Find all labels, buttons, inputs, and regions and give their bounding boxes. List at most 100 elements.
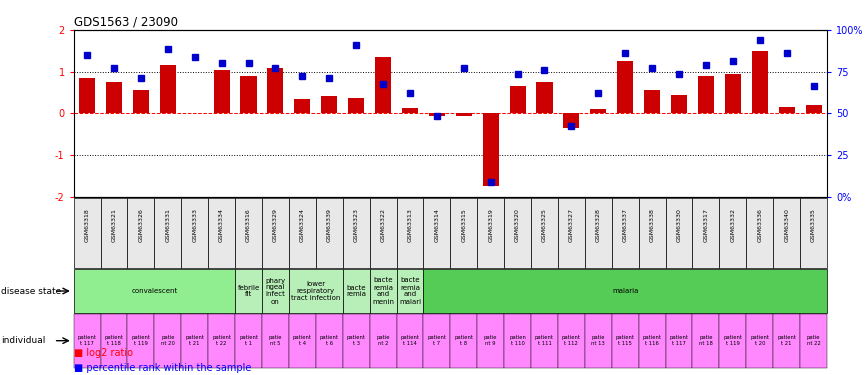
Bar bbox=[343, 314, 370, 368]
Text: GSM63333: GSM63333 bbox=[192, 208, 197, 242]
Text: bacte
remia
and
menin: bacte remia and menin bbox=[372, 278, 394, 304]
Bar bbox=[477, 314, 504, 368]
Bar bbox=[208, 314, 235, 368]
Text: convalescent: convalescent bbox=[132, 288, 178, 294]
Text: patient
t 20: patient t 20 bbox=[750, 335, 769, 346]
Text: patie
nt 13: patie nt 13 bbox=[591, 335, 605, 346]
Bar bbox=[262, 269, 289, 313]
Bar bbox=[773, 314, 800, 368]
Bar bbox=[429, 113, 445, 116]
Text: GSM63334: GSM63334 bbox=[219, 208, 224, 242]
Bar bbox=[693, 198, 720, 268]
Text: patie
nt 22: patie nt 22 bbox=[806, 335, 820, 346]
Text: patient
t 111: patient t 111 bbox=[535, 335, 554, 346]
Bar bbox=[268, 68, 283, 113]
Bar bbox=[558, 314, 585, 368]
Text: GSM63323: GSM63323 bbox=[353, 208, 359, 242]
Bar bbox=[698, 76, 714, 113]
Text: ■ log2 ratio: ■ log2 ratio bbox=[74, 348, 132, 358]
Text: patien
t 110: patien t 110 bbox=[509, 335, 526, 346]
Text: GSM63324: GSM63324 bbox=[300, 208, 305, 242]
Text: GSM63322: GSM63322 bbox=[380, 208, 385, 242]
Bar bbox=[611, 198, 638, 268]
Bar bbox=[397, 269, 423, 313]
Bar bbox=[370, 314, 397, 368]
Text: GSM63320: GSM63320 bbox=[515, 208, 520, 242]
Text: GSM63332: GSM63332 bbox=[730, 208, 735, 242]
Bar bbox=[450, 198, 477, 268]
Bar bbox=[536, 82, 553, 113]
Text: disease state: disease state bbox=[1, 286, 61, 296]
Bar bbox=[720, 314, 746, 368]
Bar bbox=[370, 198, 397, 268]
Bar bbox=[693, 314, 720, 368]
Text: GSM63337: GSM63337 bbox=[623, 208, 628, 242]
Text: patient
t 115: patient t 115 bbox=[616, 335, 635, 346]
Text: patie
nt 20: patie nt 20 bbox=[161, 335, 175, 346]
Text: individual: individual bbox=[1, 336, 45, 345]
Text: patie
nt 9: patie nt 9 bbox=[484, 335, 497, 346]
Bar bbox=[504, 198, 531, 268]
Bar bbox=[289, 198, 316, 268]
Text: patient
t 112: patient t 112 bbox=[562, 335, 581, 346]
Bar bbox=[773, 198, 800, 268]
Text: patie
nt 5: patie nt 5 bbox=[268, 335, 282, 346]
Bar bbox=[585, 314, 611, 368]
Bar bbox=[746, 198, 773, 268]
Bar bbox=[181, 198, 208, 268]
Bar bbox=[591, 109, 606, 113]
Bar bbox=[127, 314, 154, 368]
Bar bbox=[617, 61, 633, 113]
Text: patient
t 1: patient t 1 bbox=[239, 335, 258, 346]
Bar bbox=[208, 198, 235, 268]
Bar bbox=[800, 314, 827, 368]
Bar bbox=[531, 198, 558, 268]
Text: bacte
remia
and
malari: bacte remia and malari bbox=[399, 278, 421, 304]
Bar bbox=[348, 98, 365, 113]
Text: patient
t 116: patient t 116 bbox=[643, 335, 662, 346]
Bar bbox=[644, 90, 660, 113]
Bar bbox=[154, 314, 181, 368]
Text: patient
t 119: patient t 119 bbox=[132, 335, 151, 346]
Text: patient
t 114: patient t 114 bbox=[400, 335, 419, 346]
Bar bbox=[235, 269, 262, 313]
Text: GDS1563 / 23090: GDS1563 / 23090 bbox=[74, 16, 178, 29]
Text: patient
t 3: patient t 3 bbox=[346, 335, 365, 346]
Bar bbox=[611, 314, 638, 368]
Bar bbox=[563, 113, 579, 128]
Bar bbox=[666, 314, 693, 368]
Text: patient
t 118: patient t 118 bbox=[105, 335, 124, 346]
Text: GSM63328: GSM63328 bbox=[596, 208, 601, 242]
Bar bbox=[132, 90, 149, 113]
Text: GSM63329: GSM63329 bbox=[273, 208, 278, 242]
Text: lower
respiratory
tract infection: lower respiratory tract infection bbox=[291, 281, 340, 301]
Bar bbox=[289, 314, 316, 368]
Bar bbox=[800, 198, 827, 268]
Text: GSM63335: GSM63335 bbox=[811, 208, 816, 242]
Bar bbox=[370, 269, 397, 313]
Text: patie
nt 18: patie nt 18 bbox=[699, 335, 713, 346]
Text: GSM63317: GSM63317 bbox=[703, 208, 708, 242]
Text: GSM63326: GSM63326 bbox=[139, 208, 144, 242]
Bar bbox=[509, 86, 526, 113]
Text: phary
ngeal
infect
on: phary ngeal infect on bbox=[265, 278, 286, 304]
Bar bbox=[375, 57, 391, 113]
Bar bbox=[402, 108, 418, 113]
Bar bbox=[450, 314, 477, 368]
Text: patient
t 21: patient t 21 bbox=[777, 335, 796, 346]
Bar bbox=[477, 198, 504, 268]
Text: GSM63338: GSM63338 bbox=[650, 208, 655, 242]
Bar bbox=[100, 314, 127, 368]
Text: patient
t 21: patient t 21 bbox=[185, 335, 204, 346]
Bar bbox=[752, 51, 768, 113]
Bar bbox=[294, 99, 310, 113]
Text: GSM63316: GSM63316 bbox=[246, 208, 251, 242]
Bar bbox=[720, 198, 746, 268]
Text: GSM63340: GSM63340 bbox=[785, 208, 789, 242]
Text: GSM63318: GSM63318 bbox=[85, 208, 89, 242]
Bar bbox=[127, 198, 154, 268]
Bar bbox=[343, 269, 370, 313]
Bar bbox=[671, 94, 687, 113]
Bar bbox=[423, 314, 450, 368]
Bar bbox=[262, 314, 289, 368]
